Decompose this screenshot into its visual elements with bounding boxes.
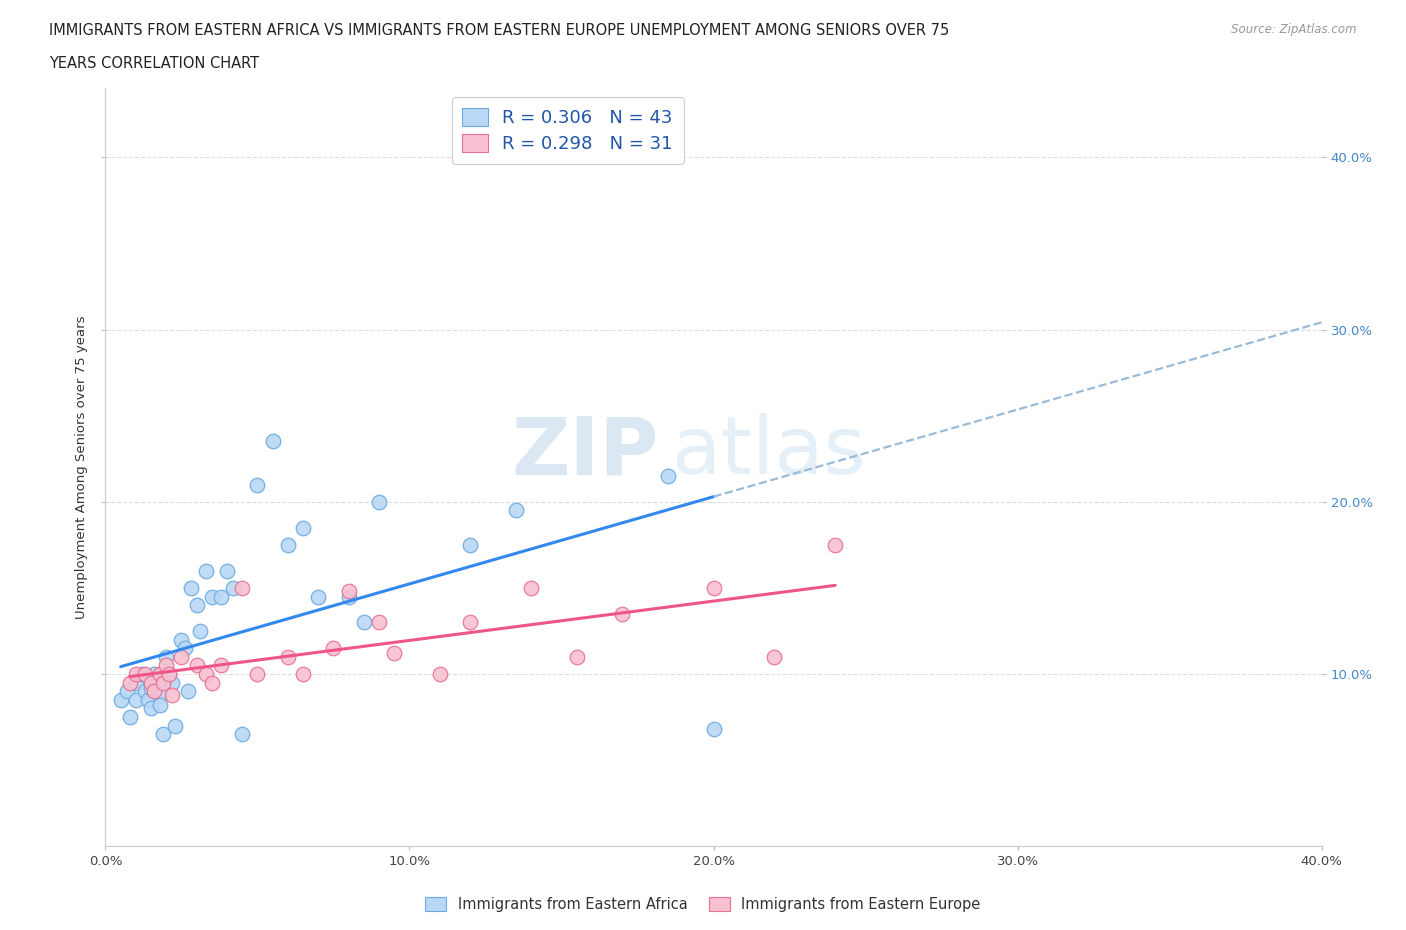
Point bbox=[246, 477, 269, 492]
Point bbox=[146, 675, 169, 690]
Point bbox=[201, 675, 224, 690]
Text: atlas: atlas bbox=[671, 413, 865, 491]
Point bbox=[277, 649, 299, 664]
Point bbox=[246, 667, 269, 682]
Point bbox=[157, 667, 180, 682]
Point bbox=[165, 718, 187, 733]
Point bbox=[155, 649, 177, 664]
Point bbox=[176, 684, 198, 698]
Point bbox=[134, 684, 156, 698]
Point bbox=[824, 538, 846, 552]
Point bbox=[170, 632, 193, 647]
Point bbox=[458, 615, 481, 630]
Point bbox=[262, 434, 284, 449]
Point bbox=[118, 710, 141, 724]
Point bbox=[353, 615, 375, 630]
Point bbox=[131, 667, 153, 682]
Point bbox=[194, 564, 217, 578]
Point bbox=[186, 598, 208, 613]
Point bbox=[125, 693, 148, 708]
Text: ZIP: ZIP bbox=[512, 413, 659, 491]
Point bbox=[186, 658, 208, 673]
Point bbox=[382, 646, 405, 661]
Point bbox=[162, 687, 184, 702]
Point bbox=[231, 580, 253, 595]
Point bbox=[201, 589, 224, 604]
Text: YEARS CORRELATION CHART: YEARS CORRELATION CHART bbox=[49, 56, 259, 71]
Point bbox=[162, 675, 184, 690]
Point bbox=[209, 658, 232, 673]
Point bbox=[157, 667, 180, 682]
Point bbox=[368, 495, 391, 510]
Point bbox=[118, 675, 141, 690]
Point bbox=[337, 584, 360, 599]
Text: IMMIGRANTS FROM EASTERN AFRICA VS IMMIGRANTS FROM EASTERN EUROPE UNEMPLOYMENT AM: IMMIGRANTS FROM EASTERN AFRICA VS IMMIGR… bbox=[49, 23, 949, 38]
Point bbox=[143, 684, 166, 698]
Point bbox=[657, 469, 679, 484]
Point bbox=[136, 693, 159, 708]
Point bbox=[217, 564, 239, 578]
Point bbox=[139, 701, 162, 716]
Point bbox=[139, 675, 162, 690]
Point bbox=[458, 538, 481, 552]
Point bbox=[505, 503, 527, 518]
Text: Source: ZipAtlas.com: Source: ZipAtlas.com bbox=[1232, 23, 1357, 36]
Point bbox=[612, 606, 634, 621]
Point bbox=[429, 667, 451, 682]
Point bbox=[149, 687, 172, 702]
Point bbox=[292, 520, 315, 535]
Point bbox=[134, 667, 156, 682]
Point bbox=[702, 722, 725, 737]
Point bbox=[307, 589, 329, 604]
Point bbox=[194, 667, 217, 682]
Point bbox=[152, 675, 174, 690]
Point bbox=[277, 538, 299, 552]
Point bbox=[180, 580, 202, 595]
Point bbox=[292, 667, 315, 682]
Legend: R = 0.306   N = 43, R = 0.298   N = 31: R = 0.306 N = 43, R = 0.298 N = 31 bbox=[451, 98, 683, 164]
Point bbox=[155, 658, 177, 673]
Point bbox=[209, 589, 232, 604]
Point bbox=[173, 641, 195, 656]
Point bbox=[231, 727, 253, 742]
Point bbox=[188, 623, 211, 638]
Point bbox=[337, 589, 360, 604]
Point bbox=[520, 580, 543, 595]
Point bbox=[152, 727, 174, 742]
Point bbox=[149, 667, 172, 682]
Point bbox=[110, 693, 132, 708]
Point bbox=[222, 580, 245, 595]
Point bbox=[368, 615, 391, 630]
Point bbox=[115, 684, 138, 698]
Point bbox=[139, 681, 162, 696]
Point bbox=[322, 641, 344, 656]
Point bbox=[125, 675, 148, 690]
Point bbox=[702, 580, 725, 595]
Legend: Immigrants from Eastern Africa, Immigrants from Eastern Europe: Immigrants from Eastern Africa, Immigran… bbox=[419, 891, 987, 918]
Point bbox=[125, 667, 148, 682]
Point bbox=[763, 649, 786, 664]
Point bbox=[149, 698, 172, 712]
Point bbox=[565, 649, 588, 664]
Point bbox=[170, 649, 193, 664]
Y-axis label: Unemployment Among Seniors over 75 years: Unemployment Among Seniors over 75 years bbox=[75, 315, 89, 619]
Point bbox=[143, 667, 166, 682]
